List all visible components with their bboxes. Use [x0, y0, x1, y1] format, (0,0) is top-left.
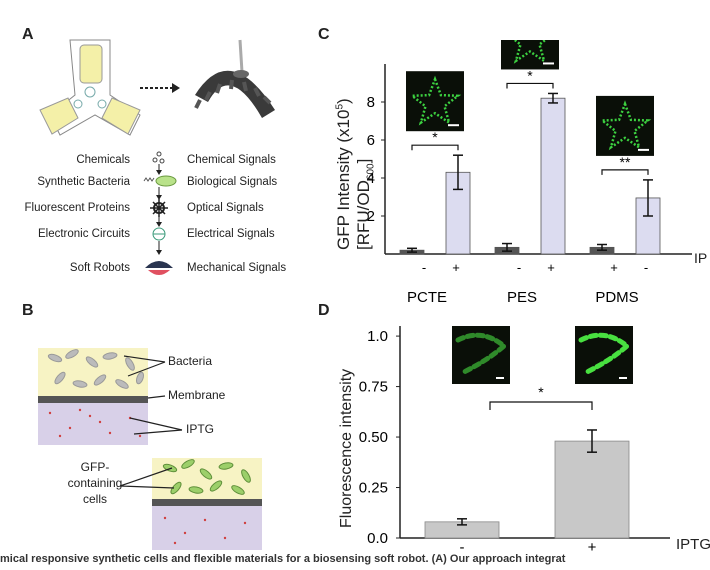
chart-c-star-shape	[512, 40, 548, 64]
chart-c-bars: ****	[399, 67, 661, 255]
panel-letter-d: D	[318, 302, 330, 319]
a-right-label-electrical-signals: Electrical Signals	[187, 228, 275, 240]
chart-c-iptg-label: IP	[694, 250, 708, 266]
chart-d-bead-chain	[455, 332, 508, 375]
chart-c-sig-bracket	[601, 169, 649, 175]
chart-c-ylabel-line2: [RFU/OD600]	[353, 158, 377, 250]
b-label-membrane: Membrane	[168, 388, 226, 402]
chart-d-ytick-label: 0.0	[367, 530, 388, 547]
annotation-arrows-top	[123, 355, 183, 435]
chart-d: 0.0 0.25 0.50 0.75 1.0 - + *	[359, 326, 670, 553]
a-left-label-circuits: Electronic Circuits	[37, 228, 130, 240]
chart-c-ylabel-line1: GFP Intensity (x105)	[333, 98, 353, 250]
chart-d-ytick-label: 0.75	[359, 379, 388, 396]
chart-c-sig-label: **	[620, 154, 631, 170]
chart-c-sig-bracket	[411, 144, 459, 151]
membrane-top-diagram	[38, 348, 148, 445]
a-left-label-chemicals: Chemicals	[76, 154, 130, 166]
chart-d-bead-image-minus	[452, 326, 510, 384]
chart-c-ytick-label: 6	[367, 132, 375, 149]
a-right-label-mechanical-signals: Mechanical Signals	[187, 262, 287, 274]
chart-d-category-label: -	[460, 539, 465, 553]
chart-c-group-label: PES	[507, 289, 537, 305]
annotation-arrows-bottom	[119, 467, 175, 489]
chart-c-iptg-sign: +	[610, 260, 618, 275]
chart-c-ytick-label: 8	[367, 94, 375, 111]
chart-c-iptg-sign: +	[547, 260, 555, 275]
panel-a-icon-column	[143, 151, 177, 275]
soft-robot-icon	[145, 261, 173, 275]
panel-a-illustration	[39, 39, 275, 136]
chart-c-star-image-pes	[501, 40, 559, 70]
chart-c-star-image-pdms	[596, 95, 654, 156]
chart-c-iptg-sign: -	[517, 260, 521, 275]
panel-letter-c: C	[318, 26, 330, 43]
panel-letter-b: B	[22, 302, 34, 319]
fluorescent-protein-icon	[150, 199, 168, 217]
chart-c-star-images	[406, 40, 654, 156]
b-label-gfp-line3: cells	[82, 492, 107, 506]
chart-c-bar-pes-plus	[540, 97, 566, 255]
chart-c-iptg-sign: +	[452, 260, 460, 275]
chart-d-bead-images	[452, 326, 633, 384]
chart-c-iptg-sign: -	[644, 260, 648, 275]
panel-b-illustration	[38, 348, 262, 550]
chart-c-star-shape	[598, 100, 652, 151]
b-label-gfp-line2: containing	[67, 476, 123, 490]
chart-c-group-label: PCTE	[407, 289, 447, 305]
chart-d-bar-plus	[554, 440, 630, 539]
b-label-gfp-line1: GFP-	[80, 460, 110, 474]
circuit-icon	[152, 227, 166, 241]
a-left-label-bacteria: Synthetic Bacteria	[37, 176, 130, 188]
soft-robot-illustration	[194, 39, 275, 118]
b-label-iptg: IPTG	[186, 422, 215, 436]
figure-caption: mical responsive synthetic cells and fle…	[0, 553, 566, 565]
chart-c-axes: 2 4 6 8 PCTE - + PES - + PDMS + -	[367, 64, 692, 305]
chemical-molecule-icon	[152, 151, 165, 164]
panel-letter-a: A	[22, 26, 34, 43]
chart-d-sig-bracket	[489, 401, 593, 410]
chart-c-iptg-sign: -	[422, 260, 426, 275]
chart-d-bead-image-plus	[575, 326, 633, 384]
chart-d-bead-chain	[578, 332, 631, 375]
a-right-label-biological-signals: Biological Signals	[187, 176, 278, 188]
chart-c-sig-bracket	[506, 82, 554, 89]
chart-d-sig-label: *	[538, 384, 544, 400]
bacterium-icon	[143, 175, 177, 187]
chart-c-sig-label: *	[432, 129, 438, 145]
membrane-bottom-diagram	[152, 458, 262, 550]
chart-d-iptg-label: IPTG	[676, 536, 710, 553]
chart-c-star-shape	[408, 75, 462, 126]
chart-d-ytick-label: 0.25	[359, 480, 388, 497]
chart-d-ytick-label: 0.50	[359, 429, 388, 446]
a-left-label-robots: Soft Robots	[69, 262, 130, 274]
chart-c-star-image-bg	[501, 40, 559, 70]
chart-d-category-label: +	[588, 539, 597, 553]
a-right-label-optical-signals: Optical Signals	[187, 202, 264, 214]
chart-c-ylabel: GFP Intensity (x105) [RFU/OD600]	[330, 98, 381, 250]
chart-d-ylabel: Fluorescence intensity	[338, 368, 355, 528]
chart-c-group-label: PDMS	[595, 289, 638, 305]
chart-d-ytick-label: 1.0	[367, 328, 388, 345]
a-left-label-fluorescent: Fluorescent Proteins	[24, 202, 130, 214]
y-device-illustration	[39, 39, 141, 136]
chart-c-sig-label: *	[527, 67, 533, 83]
chart-d-bars: *	[424, 384, 630, 539]
chart-c-star-image-pcte	[406, 71, 464, 132]
chart-c-ytick-label: 2	[367, 208, 375, 225]
b-label-bacteria: Bacteria	[168, 354, 213, 368]
chart-c-ytick-label: 4	[367, 170, 375, 187]
a-right-label-chemical-signals: Chemical Signals	[187, 154, 276, 166]
